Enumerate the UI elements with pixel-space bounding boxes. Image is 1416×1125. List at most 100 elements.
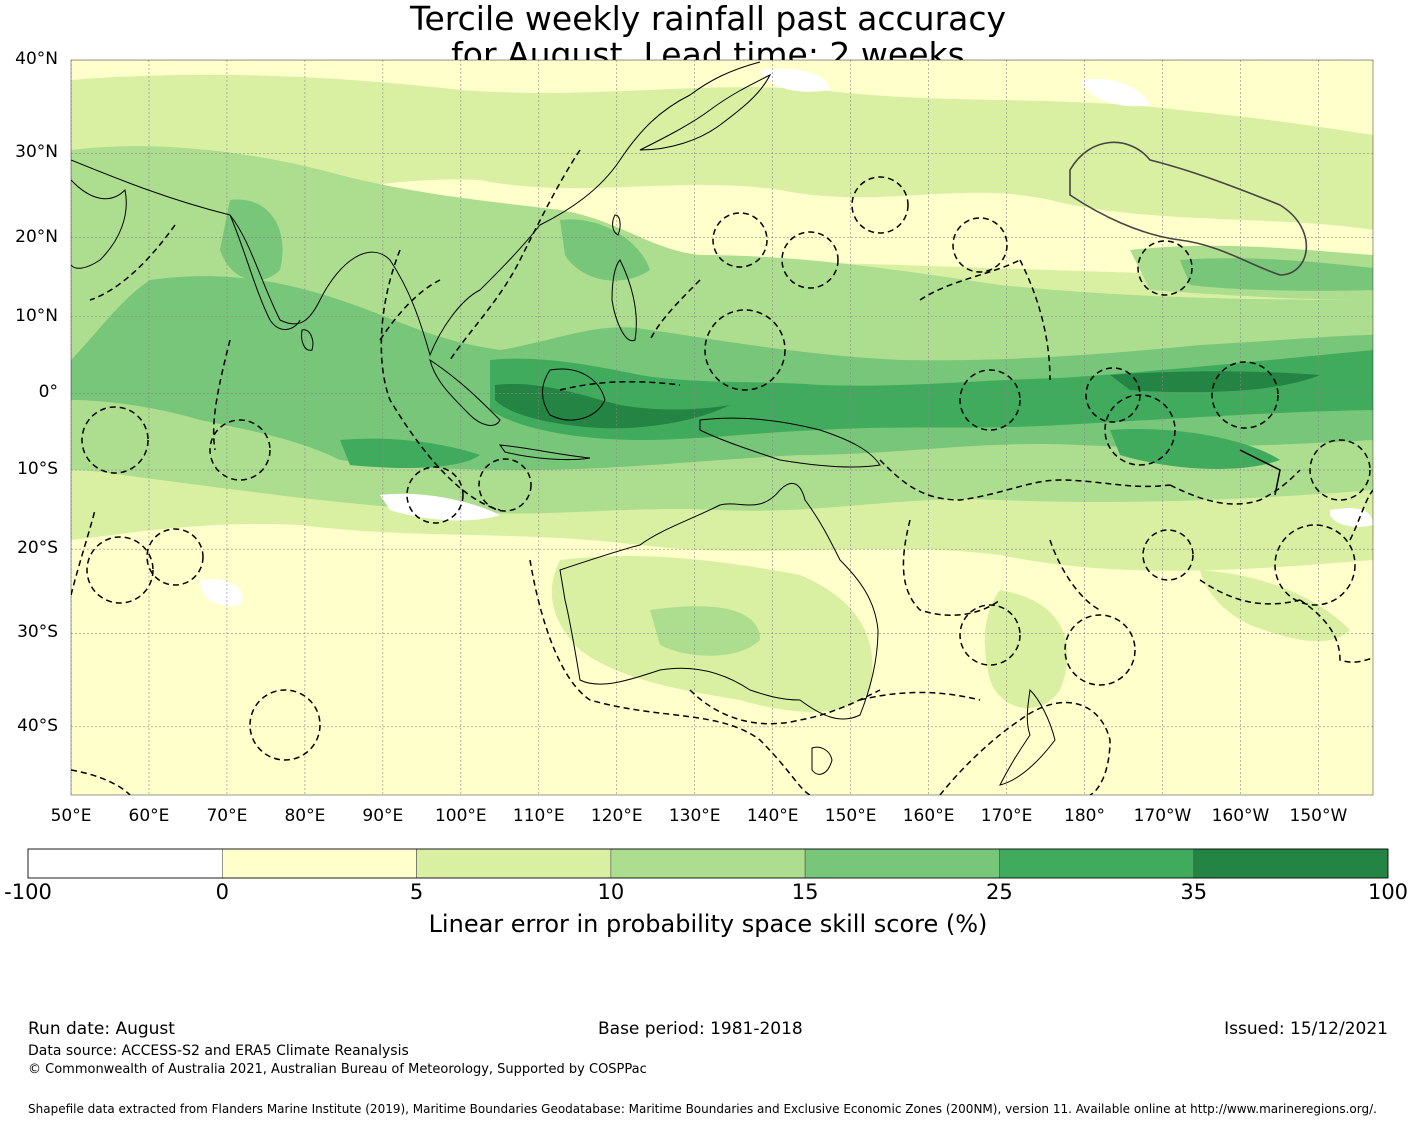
longitude-label: 70°E	[206, 806, 248, 826]
eez-line-19	[71, 509, 96, 596]
eez-circle-14	[1142, 529, 1194, 581]
latitude-label: 0°	[38, 382, 58, 403]
eez-circle-20	[1274, 524, 1356, 606]
longitude-label: 90°E	[362, 806, 404, 826]
latitude-label: 40°S	[17, 715, 58, 736]
eez-circle-7	[249, 689, 321, 761]
eez-circle-12	[959, 604, 1021, 666]
map-frame	[70, 59, 1374, 796]
eez-line-21	[559, 380, 681, 391]
java-coast	[498, 444, 591, 461]
colorbar-tick-label: 15	[791, 880, 819, 904]
longitude-label: 110°E	[512, 806, 565, 826]
run-date: Run date: August	[28, 1019, 175, 1039]
eez-line-9	[919, 259, 1021, 301]
new-zealand-coast	[999, 688, 1056, 786]
graticule	[71, 60, 1373, 795]
eez-circle-17	[1085, 367, 1141, 423]
base-period: Base period: 1981-2018	[598, 1019, 803, 1039]
colorbar-tick-label: -100	[4, 880, 52, 904]
eez-circle-18	[959, 369, 1021, 431]
latitude-label: 10°S	[17, 459, 58, 480]
colorbar-segment	[416, 848, 612, 879]
colorbar-title: Linear error in probability space skill …	[428, 910, 988, 938]
eez-circle-21	[704, 309, 786, 391]
latitude-label: 10°N	[15, 305, 58, 326]
colorbar-segment	[1193, 848, 1389, 879]
colorbar-segment	[999, 848, 1195, 879]
eez-line-17	[1299, 599, 1373, 663]
colorbar-frame	[27, 848, 1389, 879]
longitude-label: 80°E	[284, 806, 326, 826]
coastlines	[71, 61, 1308, 786]
new-guinea-coast	[699, 417, 881, 468]
colorbar	[27, 848, 1389, 879]
eez-circle-2	[952, 217, 1008, 273]
copyright-notice: © Commonwealth of Australia 2021, Austra…	[28, 1062, 647, 1077]
latitude-label: 40°N	[15, 49, 58, 69]
taiwan-coast	[612, 214, 621, 236]
eez-line-7	[859, 691, 981, 701]
eez-line-14	[1169, 469, 1301, 505]
longitude-label: 170°W	[1133, 806, 1192, 826]
eez-line-3	[89, 224, 176, 301]
longitude-label: 130°E	[668, 806, 721, 826]
eez-circle-4	[712, 212, 768, 268]
eez-circle-13	[1064, 614, 1136, 686]
shapefile-credit: Shapefile data extracted from Flanders M…	[28, 1102, 1377, 1116]
longitude-label: 60°E	[128, 806, 170, 826]
japan-coast	[639, 73, 772, 151]
colorbar-tick-label: 5	[409, 880, 424, 904]
arabia-coast	[71, 179, 127, 269]
eez-line-8	[939, 701, 1111, 795]
longitude-label: 50°E	[50, 806, 92, 826]
hawaii-zone	[1069, 141, 1308, 276]
sumatra-coast	[429, 358, 501, 426]
eez-circle-3	[1137, 240, 1193, 296]
colorbar-tick-label: 0	[215, 880, 229, 904]
skill-field	[71, 60, 1373, 795]
eez-line-5	[529, 559, 811, 795]
skill-band-negative	[200, 68, 1373, 607]
eez-circle-10	[86, 536, 154, 604]
eez-line-20	[379, 279, 441, 341]
eez-line-4	[212, 339, 231, 451]
colorbar-segment	[221, 848, 417, 879]
skill-band-25-35	[340, 350, 1373, 470]
eez-line-15	[1239, 449, 1281, 496]
eez-line-23	[1349, 489, 1373, 541]
longitude-label: 170°E	[980, 806, 1033, 826]
colorbar-segment	[27, 848, 223, 879]
sri-lanka-coast	[301, 329, 314, 351]
eez-line-10	[1019, 259, 1051, 381]
eez-circle-5	[406, 466, 464, 524]
longitude-label: 160°W	[1211, 806, 1270, 826]
eez-line-2	[380, 249, 501, 511]
latitude-label: 20°S	[17, 538, 58, 559]
data-source: Data source: ACCESS-S2 and ERA5 Climate …	[28, 1043, 409, 1059]
colorbar-segment	[804, 848, 1000, 879]
longitude-label: 100°E	[434, 806, 487, 826]
longitude-label: 160°E	[902, 806, 955, 826]
latitude-label: 30°S	[17, 622, 58, 643]
map-title-line1: Tercile weekly rainfall past accuracy	[409, 0, 1007, 38]
colorbar-segment	[610, 848, 806, 879]
colorbar-tick-label: 25	[986, 880, 1013, 904]
longitude-label: 140°E	[746, 806, 799, 826]
eez-line-1	[449, 149, 581, 361]
australia-coast	[559, 482, 879, 720]
eez-circle-22	[781, 231, 839, 289]
eez-boundaries	[71, 149, 1373, 795]
eez-circle-15	[1211, 361, 1279, 429]
asia-coast	[71, 61, 761, 357]
issued-date: Issued: 15/12/2021	[1224, 1019, 1388, 1039]
eez-circle-1	[851, 176, 909, 234]
colorbar-tick-label: 35	[1180, 880, 1208, 904]
tasmania-coast	[811, 746, 833, 775]
colorbar-tick-label: 100	[1367, 880, 1409, 904]
eez-circle-11	[146, 528, 204, 586]
eez-circle-8	[209, 419, 271, 481]
eez-line-18	[71, 769, 131, 795]
eez-line-12	[902, 519, 1001, 616]
longitude-label: 120°E	[590, 806, 643, 826]
